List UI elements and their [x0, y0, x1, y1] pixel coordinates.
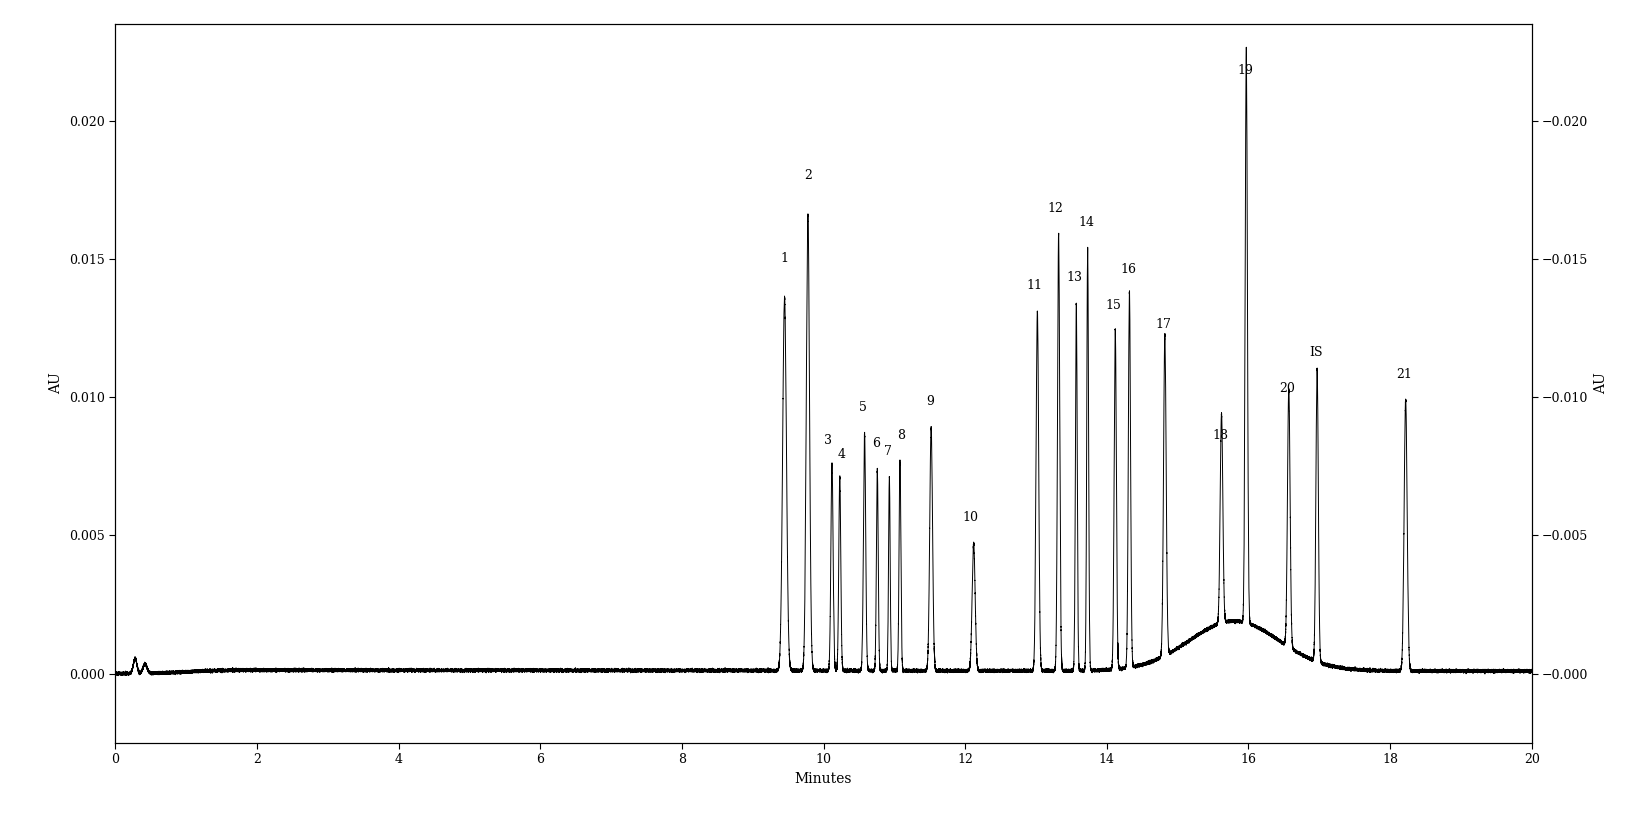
Y-axis label: AU: AU	[49, 373, 64, 394]
Text: 11: 11	[1026, 279, 1043, 292]
Text: 21: 21	[1397, 368, 1411, 381]
Text: 1: 1	[781, 252, 789, 264]
X-axis label: Minutes: Minutes	[796, 772, 851, 786]
Text: 7: 7	[884, 445, 893, 458]
Text: 14: 14	[1079, 216, 1094, 228]
Text: 4: 4	[837, 448, 845, 461]
Text: 6: 6	[871, 437, 879, 450]
Text: 9: 9	[926, 396, 934, 408]
Y-axis label: AU: AU	[1594, 373, 1607, 394]
Text: 2: 2	[804, 169, 812, 182]
Text: IS: IS	[1309, 346, 1323, 359]
Text: 5: 5	[858, 401, 866, 414]
Text: 20: 20	[1280, 382, 1295, 395]
Text: 19: 19	[1237, 64, 1253, 77]
Text: 8: 8	[898, 428, 906, 441]
Text: 18: 18	[1212, 428, 1229, 441]
Text: 13: 13	[1066, 271, 1082, 284]
Text: 10: 10	[963, 512, 978, 525]
Text: 15: 15	[1105, 299, 1122, 312]
Text: 17: 17	[1156, 318, 1171, 331]
Text: 16: 16	[1120, 263, 1136, 276]
Text: 12: 12	[1047, 202, 1064, 215]
Text: 3: 3	[825, 434, 832, 447]
